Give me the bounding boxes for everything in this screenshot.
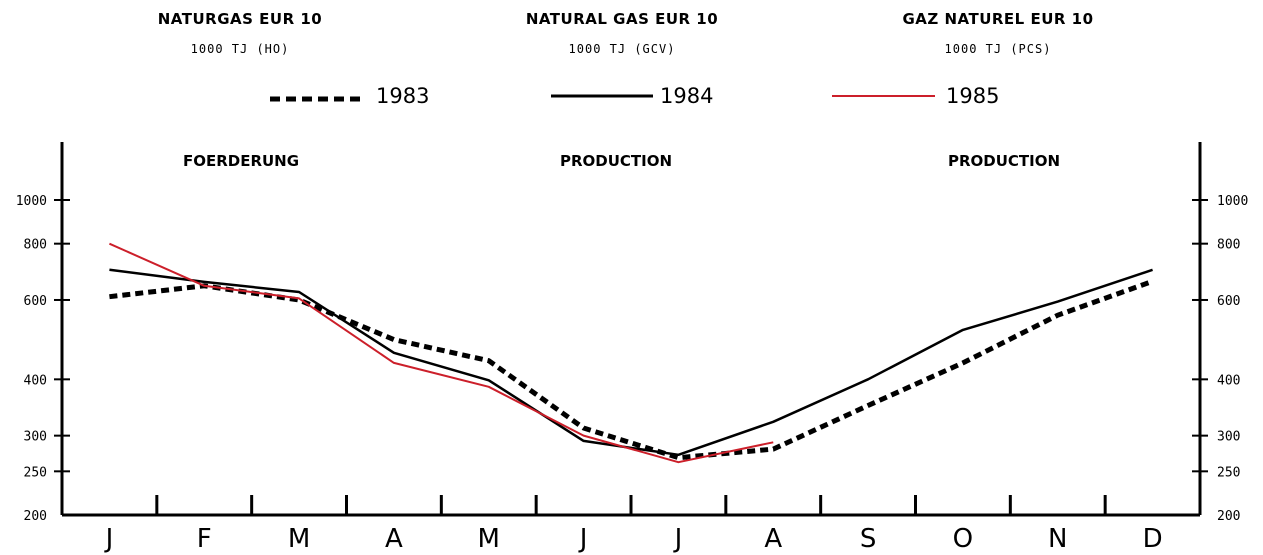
y-tick-label-right: 250 (1217, 465, 1240, 480)
y-tick-label-left: 400 (24, 373, 47, 388)
section-label-german: FOERDERUNG (182, 152, 300, 170)
series-line-1984 (109, 268, 1153, 457)
header-unit: 1000 TJ (HO) (190, 42, 290, 56)
header-unit: 1000 TJ (GCV) (568, 42, 676, 56)
legend-label-1983: 1983 (376, 84, 430, 108)
x-tick-label: J (673, 524, 683, 554)
x-tick-label: D (1143, 524, 1163, 554)
header-french: GAZ NATUREL EUR 10 1000 TJ (PCS) (848, 10, 1148, 56)
section-label-french: PRODUCTION (947, 152, 1061, 170)
x-tick-label: N (1048, 524, 1067, 554)
x-tick-label: S (860, 524, 877, 554)
y-tick-label-left: 300 (24, 430, 47, 445)
header-german: NATURGAS EUR 10 1000 TJ (HO) (90, 10, 390, 56)
series-line-1983 (109, 278, 1154, 461)
x-tick-label: F (197, 524, 212, 554)
y-tick-label-right: 300 (1217, 430, 1240, 445)
x-tick-label: M (288, 524, 310, 554)
x-tick-label: J (578, 524, 588, 554)
y-tick-label-left: 600 (24, 294, 47, 309)
header-title: GAZ NATUREL EUR 10 (902, 10, 1094, 28)
header-unit: 1000 TJ (PCS) (944, 42, 1052, 56)
x-tick-label: M (478, 524, 500, 554)
legend-label-1984: 1984 (660, 84, 714, 108)
header-english: NATURAL GAS EUR 10 1000 TJ (GCV) (472, 10, 772, 56)
y-tick-label-right: 800 (1217, 238, 1240, 253)
legend-label-1985: 1985 (946, 84, 1000, 108)
y-tick-label-right: 200 (1217, 509, 1240, 524)
header-title: NATURAL GAS EUR 10 (525, 10, 719, 28)
y-tick-label-left: 200 (24, 509, 47, 524)
y-tick-label-left: 800 (24, 238, 47, 253)
section-label-english: PRODUCTION (559, 152, 673, 170)
x-tick-label: J (104, 524, 114, 554)
y-tick-label-left: 1000 (16, 194, 47, 209)
y-tick-label-right: 1000 (1217, 194, 1248, 209)
header-title: NATURGAS EUR 10 (157, 10, 323, 28)
x-tick-label: O (953, 524, 973, 554)
x-tick-label: A (385, 524, 403, 554)
x-tick-label: A (764, 524, 782, 554)
y-tick-label-left: 250 (24, 465, 47, 480)
series-line-1985 (109, 242, 774, 464)
y-tick-label-right: 400 (1217, 373, 1240, 388)
y-tick-label-right: 600 (1217, 294, 1240, 309)
